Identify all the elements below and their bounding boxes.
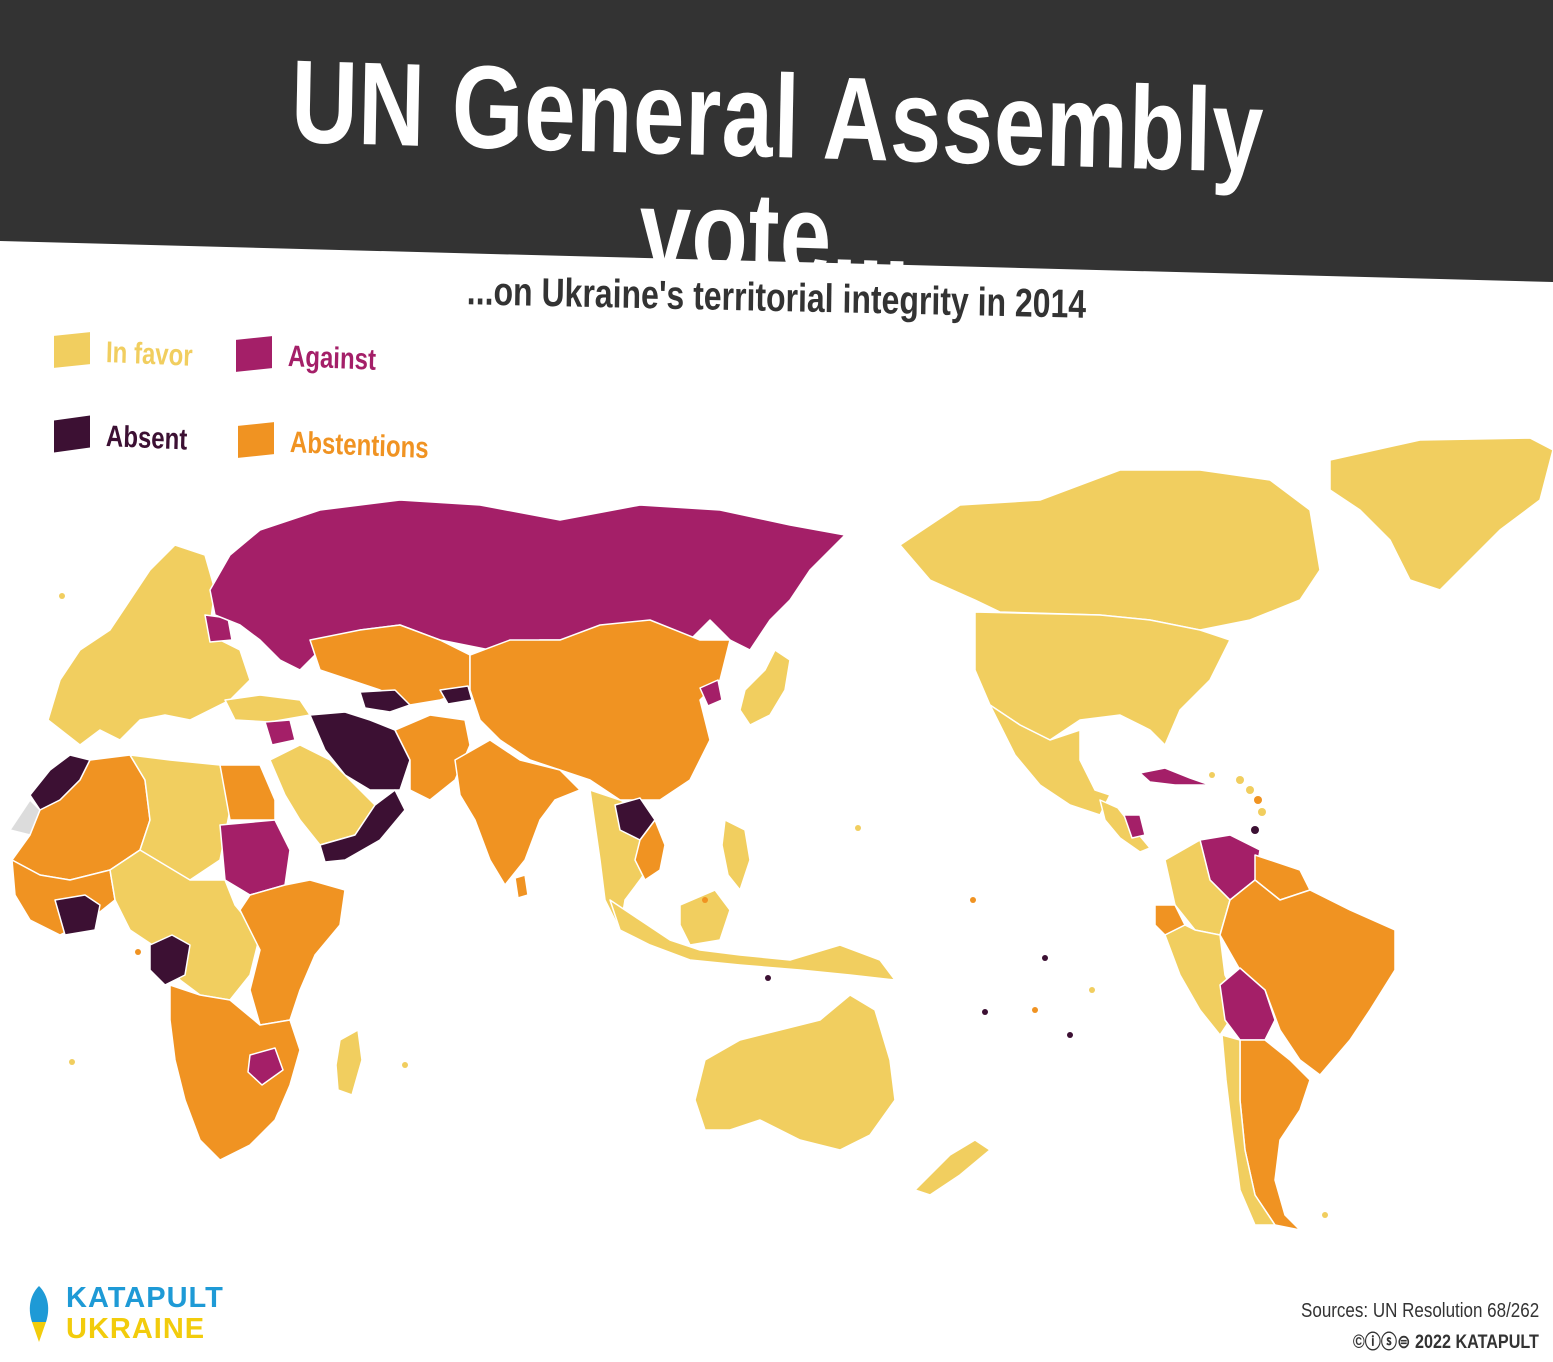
- region-sri-lanka: [514, 874, 529, 899]
- island-marker: [59, 593, 65, 599]
- region-turkey: [224, 694, 311, 723]
- island-marker: [1258, 808, 1266, 816]
- region-east-africa: [239, 879, 346, 1026]
- sources-note: Sources: UN Resolution 68/262: [1300, 1300, 1539, 1322]
- region-chile: [1221, 1034, 1276, 1226]
- region-greenland: [1329, 437, 1553, 591]
- region-central-america: [1099, 799, 1151, 853]
- region-philippines: [721, 819, 751, 891]
- island-marker: [1251, 826, 1259, 834]
- legend-swatch-against: [236, 336, 272, 372]
- legend-swatch-in-favor: [54, 332, 90, 368]
- region-north-korea: [699, 679, 723, 707]
- region-brazil: [1219, 879, 1396, 1076]
- region-kyrgyzstan: [439, 685, 473, 705]
- island-marker: [765, 975, 771, 981]
- rocket-icon: [29, 1286, 49, 1342]
- region-ivory-coast: [54, 894, 101, 936]
- region-afghanistan-pakistan: [394, 714, 471, 801]
- region-borneo: [679, 889, 731, 946]
- brand-name-line2: UKRAINE: [66, 1313, 206, 1345]
- region-china: [469, 619, 731, 801]
- island-marker: [1032, 1007, 1038, 1013]
- region-australia: [694, 994, 896, 1151]
- region-yemen-oman: [319, 789, 406, 863]
- region-japan: [739, 649, 791, 726]
- region-congo: [149, 934, 191, 986]
- island-markers: [59, 593, 1328, 1218]
- region-syria: [264, 719, 296, 746]
- island-marker: [1322, 1212, 1328, 1218]
- island-marker: [702, 897, 708, 903]
- island-marker: [982, 1009, 988, 1015]
- region-indonesia: [609, 899, 896, 981]
- region-india: [454, 739, 581, 886]
- region-bolivia: [1219, 967, 1276, 1041]
- region-europe: [47, 544, 251, 746]
- island-marker: [1042, 955, 1048, 961]
- region-nicaragua: [1123, 814, 1146, 839]
- island-marker: [1254, 796, 1262, 804]
- world-map: [9, 437, 1553, 1231]
- brand-name-line1: KATAPULT: [66, 1282, 224, 1314]
- region-mexico: [989, 704, 1111, 816]
- region-egypt: [219, 764, 276, 821]
- region-sudan: [219, 819, 291, 896]
- region-new-zealand: [914, 1139, 991, 1196]
- island-marker: [1236, 776, 1244, 784]
- region-iran: [309, 711, 411, 791]
- region-southern-africa: [169, 984, 301, 1161]
- copyright-note: ©ⓘⓢ⊜ 2022 KATAPULT: [1352, 1332, 1539, 1353]
- region-turkmenistan: [359, 689, 411, 713]
- island-marker: [1209, 772, 1215, 778]
- brand-logo: KATAPULT UKRAINE: [22, 1282, 252, 1346]
- island-marker: [1246, 786, 1254, 794]
- island-marker: [135, 949, 141, 955]
- island-marker: [69, 1059, 75, 1065]
- region-cuba: [1139, 767, 1211, 786]
- island-marker: [402, 1062, 408, 1068]
- island-marker: [1089, 987, 1095, 993]
- legend-label-against: Against: [287, 340, 377, 377]
- region-vietnam: [634, 819, 666, 881]
- island-marker: [970, 897, 976, 903]
- legend-label-in-favor: In favor: [105, 336, 194, 373]
- header-band: [0, 0, 1553, 282]
- region-central-africa: [109, 849, 261, 1001]
- region-canada: [899, 469, 1321, 631]
- region-madagascar: [335, 1029, 363, 1096]
- island-marker: [1067, 1032, 1073, 1038]
- island-marker: [855, 825, 861, 831]
- region-russia: [209, 499, 846, 671]
- region-zimbabwe: [247, 1047, 284, 1086]
